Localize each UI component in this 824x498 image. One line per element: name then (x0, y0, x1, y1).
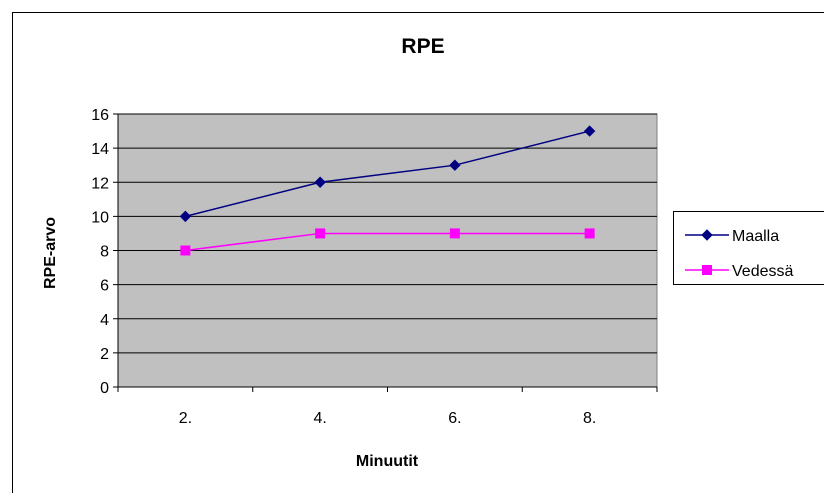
data-point (181, 246, 190, 255)
x-tick-label: 2. (179, 410, 192, 427)
x-axis-title: Minuutit (356, 453, 419, 470)
x-tick-label: 6. (448, 410, 461, 427)
data-point (585, 229, 594, 238)
chart-title: RPE (401, 35, 444, 58)
legend: Maalla Vedessä (674, 212, 824, 285)
y-tick-label: 4 (100, 312, 109, 329)
y-tick-label: 8 (100, 244, 109, 261)
y-tick-label: 16 (91, 107, 109, 124)
y-tick-label: 0 (100, 380, 109, 397)
y-tick-label: 12 (91, 175, 109, 192)
legend-label: Vedessä (732, 263, 793, 280)
y-axis-title: RPE-arvo (42, 217, 59, 289)
data-point (450, 229, 459, 238)
x-tick-label: 4. (313, 410, 326, 427)
y-tick-label: 10 (91, 209, 109, 226)
x-tick-label: 8. (583, 410, 596, 427)
legend-label: Maalla (732, 228, 779, 245)
y-tick-label: 6 (100, 278, 109, 295)
y-tick-label: 2 (100, 346, 109, 363)
y-tick-label: 14 (91, 141, 109, 158)
legend-marker (703, 266, 712, 275)
data-point (316, 229, 325, 238)
